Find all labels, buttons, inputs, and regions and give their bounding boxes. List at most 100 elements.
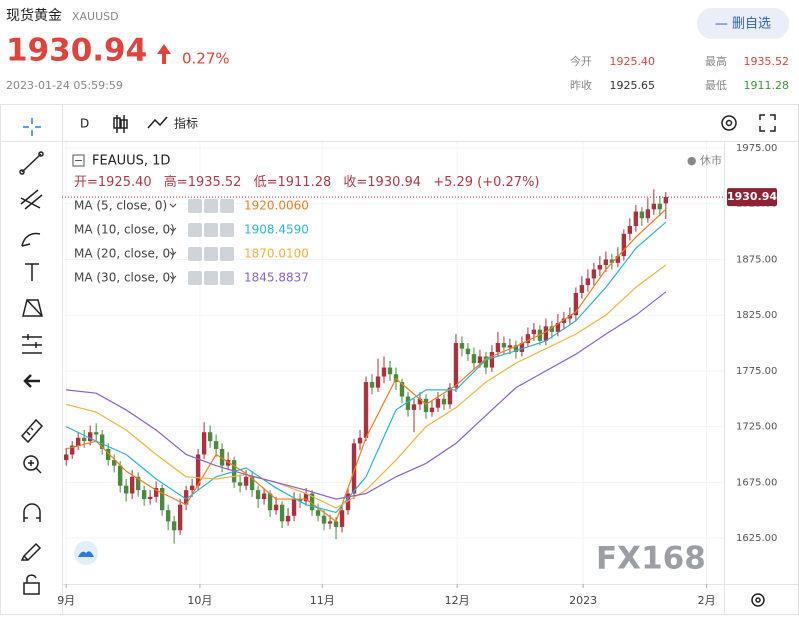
ma-legend-chevron [169,203,177,208]
stat-value: 1925.40 [610,55,656,68]
stat-value: 1911.28 [744,79,790,92]
ma-legend-name: MA (30, close, 0) [74,271,175,285]
candle-body [597,265,603,270]
candle-body [513,345,519,352]
ma-legend-button [188,223,202,237]
ma-legend-name: MA (10, close, 0) [74,223,175,237]
candle-body [507,345,513,348]
settings-button[interactable] [721,115,737,131]
x-tick-label: 2023 [569,594,597,607]
candle-body [195,454,201,486]
candle-body [243,476,249,486]
candle-body [93,432,99,435]
candle-body [633,211,639,227]
candle-body [87,432,93,442]
ohlc-legend: 开=1925.40 高=1935.52 低=1911.28 收=1930.94 … [74,174,540,190]
candle-body [327,521,333,524]
candle-body [165,510,171,522]
candle-body [435,398,441,408]
ma-legend-button [188,247,202,261]
ma-legend-button [188,271,202,285]
stat-label: 今开 [570,54,592,68]
ma-line [65,221,667,514]
last-price-box [727,188,777,207]
candle-body [135,476,141,491]
candle-body [567,315,573,319]
candle-body [363,382,369,438]
candle-body [189,485,195,491]
market-status: ● 休市 [687,153,722,167]
candle-body [351,443,357,494]
candle-body [219,448,225,466]
ma-legend-name: MA (20, close, 0) [74,247,175,261]
candle-body [105,448,111,461]
drawing-tools[interactable] [19,118,44,595]
y-tick-label: 1775.00 [736,366,777,377]
candle-body [657,203,663,210]
candle-body [645,209,651,219]
candle-body [501,343,507,348]
indicator-icon[interactable] [147,116,168,129]
candle-body [255,490,261,500]
timestamp: 2023-01-24 05:59:59 [6,79,123,92]
candle-body [267,493,273,511]
candle-body [285,515,291,522]
ma-legend-button [220,199,234,213]
candle-body [609,259,615,263]
candle-body [177,504,183,531]
candle-body [543,326,549,341]
candle-body [69,445,75,455]
candle-body [111,460,117,466]
candle-body [417,398,423,405]
candle-body [447,387,453,405]
stat-value: 1935.52 [744,55,790,68]
candle-body [153,487,159,497]
ma-legend-chevron [169,251,177,256]
candle-body [423,398,429,413]
asset-name: 现货黄金 [6,7,62,24]
last-price-label: 1930.94 [727,190,777,203]
ma-legend-button [204,271,218,285]
ohlc-open: 开=1925.40 [74,175,152,190]
candle-body [387,367,393,375]
y-tick-label: 1625.00 [736,533,777,544]
ma-legend-button [204,247,218,261]
y-tick-label: 1825.00 [736,310,777,321]
candle-body [321,515,327,524]
watchlist-button[interactable] [697,8,789,39]
axis-settings-button[interactable] [751,593,765,607]
candle-body [573,292,579,316]
candle-body [585,278,591,286]
collapse-icon[interactable] [72,154,85,167]
candle-body [291,499,297,516]
candle-body [555,322,561,332]
candle-body [477,356,483,364]
x-tick-label: 10月 [187,594,212,607]
ma-legend-value: 1908.4590 [244,223,309,237]
chart-title: FEAUUS, 1D [92,154,170,169]
candle-body [75,437,81,446]
ma-line [66,264,667,509]
candle-body [615,256,621,263]
x-tick-label: 9月 [57,594,75,607]
candle-body [579,285,585,293]
candle-body [639,211,645,219]
watchlist-button-label[interactable]: — 删自选 [715,17,771,32]
candle-body [495,343,501,352]
fullscreen-button[interactable] [759,114,776,132]
x-tick-label: 11月 [310,594,335,607]
ma-legend-button [220,223,234,237]
candle-body [183,490,189,505]
ohlc-change: +5.29 (+0.27%) [433,175,539,190]
ohlc-high: 高=1935.52 [164,174,242,190]
candle-body [381,367,387,377]
ma-legend-button [188,199,202,213]
asset-symbol: XAUUSD [72,10,119,23]
stat-label: 昨收 [570,78,592,92]
candle-body [429,407,435,413]
candle-body [375,376,381,388]
candle-body [213,441,219,449]
indicator-button[interactable]: 指标 [174,116,198,131]
interval-button[interactable]: D [80,117,89,131]
chart-type-button[interactable] [113,115,128,133]
